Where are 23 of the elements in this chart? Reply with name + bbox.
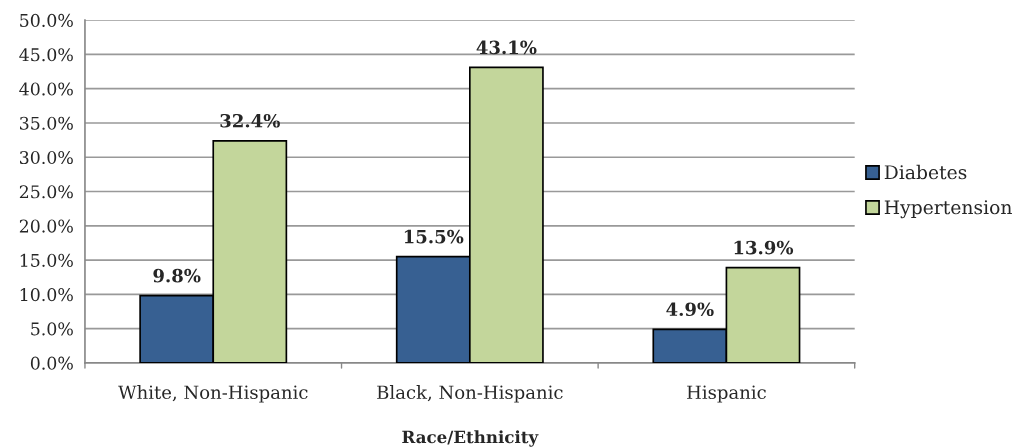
x-tick-label: Hispanic: [687, 385, 766, 403]
data-label: 15.5%: [404, 229, 464, 244]
y-tick-label: 20.0%: [19, 219, 73, 233]
data-label: 4.9%: [666, 302, 714, 317]
legend-label: Hypertension: [884, 200, 1012, 219]
y-tick-label: 0.0%: [30, 356, 73, 370]
data-label: 32.4%: [220, 113, 280, 128]
y-tick-label: 15.0%: [20, 253, 73, 267]
y-tick-label: 45.0%: [19, 48, 73, 62]
x-tick-label: White, Non-Hispanic: [118, 385, 308, 403]
y-tick-label: 40.0%: [19, 82, 73, 96]
legend-label: Diabetes: [884, 164, 967, 180]
y-tick-label: 25.0%: [19, 185, 73, 199]
y-tick-label: 10.0%: [20, 288, 73, 302]
y-tick-label: 35.0%: [20, 116, 73, 130]
data-label: 9.8%: [153, 268, 201, 283]
x-axis-title: Race/Ethnicity: [402, 430, 539, 447]
data-label: 13.9%: [734, 240, 794, 255]
y-tick-label: 50.0%: [20, 13, 73, 27]
y-tick-label: 30.0%: [20, 150, 73, 165]
y-tick-label: 5.0%: [31, 322, 73, 336]
data-label: 43.1%: [476, 40, 537, 55]
x-tick-label: Black, Non-Hispanic: [377, 385, 563, 403]
